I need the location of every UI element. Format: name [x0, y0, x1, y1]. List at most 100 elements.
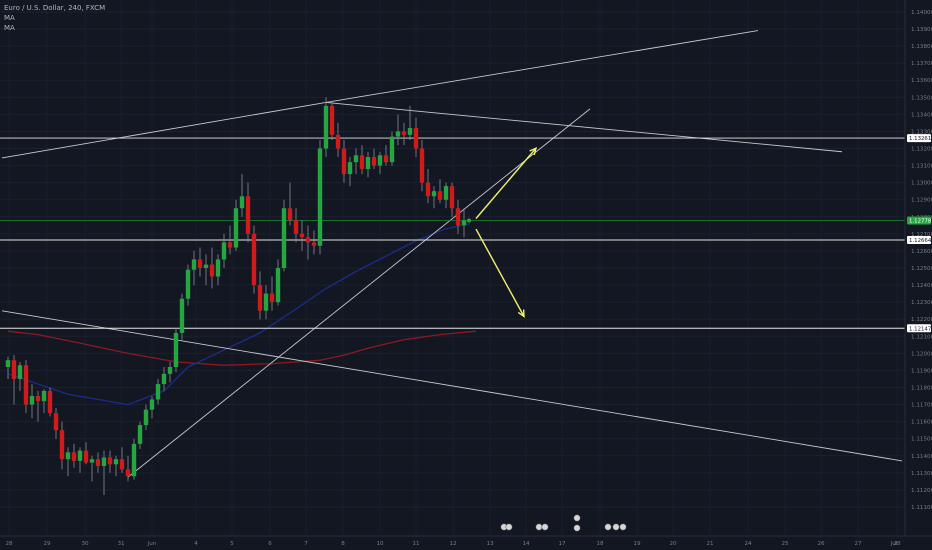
price-tick-label: 1.11700	[911, 403, 932, 409]
moving-averages	[7, 222, 477, 406]
time-tick-label: 19	[633, 541, 641, 547]
candle-body	[281, 208, 287, 268]
price-badge[interactable]	[907, 236, 931, 245]
candle-body	[341, 148, 347, 175]
price-tick-label: 1.13000	[911, 181, 932, 187]
price-tick-label: 1.13100	[911, 164, 932, 170]
candle-body	[395, 131, 401, 137]
candle-body	[5, 360, 11, 368]
time-tick-label: 6	[268, 541, 272, 547]
projection-arrow-head[interactable]	[529, 146, 538, 156]
candle-body	[257, 285, 263, 311]
candle-body	[149, 399, 155, 410]
candle-body	[95, 459, 101, 467]
price-badge-label: 1.12664	[909, 238, 932, 244]
event-marker-icon[interactable]	[619, 523, 627, 531]
candle-body	[455, 208, 461, 226]
time-tick-label: 24	[744, 541, 752, 547]
time-axis[interactable]: 28 29 30 31 Jun 4 5 6 7 8 10 11 12 13 14 17 18 19 20 21 24 25…	[0, 514, 932, 547]
trendline[interactable]	[1, 101, 327, 159]
candle-body	[83, 450, 89, 463]
price-tick-label: 1.11500	[911, 437, 932, 443]
candle-body	[449, 186, 455, 209]
price-tick-label: 1.13800	[911, 44, 932, 50]
projection-arrows[interactable]	[475, 146, 538, 318]
current-price-dot	[467, 218, 471, 223]
event-marker-icon[interactable]	[573, 514, 581, 522]
event-marker-icon[interactable]	[573, 524, 581, 532]
trendline[interactable]	[1, 310, 903, 462]
candles	[5, 97, 471, 496]
candle-body	[359, 155, 365, 169]
trendline[interactable]	[325, 101, 843, 153]
candle-body	[203, 264, 209, 268]
time-tick-label: 14	[522, 541, 530, 547]
candle-body	[47, 390, 53, 414]
price-tick-label: 1.12900	[911, 198, 932, 204]
candle-body	[323, 105, 329, 149]
candle-body	[29, 396, 35, 405]
price-badge[interactable]	[907, 134, 931, 143]
candle-body	[353, 155, 359, 163]
ma-slow-line	[7, 330, 477, 366]
ma-indicator-2[interactable]: MA	[4, 24, 15, 32]
candle-body	[233, 208, 239, 248]
candle-body	[371, 157, 377, 166]
event-marker-icon[interactable]	[612, 523, 620, 531]
trendline[interactable]	[127, 108, 591, 478]
ma-indicator-1[interactable]: MA	[4, 14, 15, 22]
candle-body	[443, 186, 449, 200]
price-tick-label: 1.11400	[911, 454, 932, 460]
event-marker-icon[interactable]	[541, 523, 549, 531]
candle-body	[35, 396, 41, 402]
time-tick-label: 31	[117, 541, 125, 547]
price-badge[interactable]	[907, 216, 931, 225]
price-axis[interactable]: 1.14000 1.13900 1.13800 1.13700 1.13600 1.135…	[904, 0, 932, 550]
horizontal-levels[interactable]	[0, 137, 905, 329]
price-tick-label: 1.12700	[911, 232, 932, 238]
candle-body	[431, 191, 437, 197]
time-tick-label: 29	[43, 541, 51, 547]
price-tick-label: 1.12600	[911, 249, 932, 255]
trendlines[interactable]	[1, 30, 903, 478]
candle-body	[269, 293, 275, 303]
projection-arrow-shaft[interactable]	[475, 228, 525, 317]
price-badge[interactable]	[907, 324, 931, 333]
event-marker-icon[interactable]	[505, 523, 513, 531]
projection-arrow-shaft[interactable]	[475, 147, 537, 219]
price-tick-label: 1.11900	[911, 368, 932, 374]
time-tick-label: 18	[596, 541, 604, 547]
candle-body	[407, 128, 413, 135]
candle-body	[23, 365, 29, 405]
candle-body	[461, 220, 467, 226]
candle-body	[167, 367, 173, 374]
candle-body	[425, 182, 431, 197]
candle-body	[89, 459, 95, 463]
projection-arrow-head[interactable]	[517, 309, 525, 318]
price-tick-label: 1.13500	[911, 95, 932, 101]
event-marker-icon[interactable]	[535, 523, 543, 531]
candle-body	[383, 155, 389, 163]
candle-body	[131, 443, 137, 477]
price-tick-label: 1.11300	[911, 471, 932, 477]
time-tick-label: 11	[412, 541, 420, 547]
candle-body	[41, 390, 47, 402]
price-badge-label: 1.13261	[909, 136, 931, 142]
candle-body	[107, 457, 113, 465]
time-tick-label: 27	[854, 541, 862, 547]
candle-body	[263, 293, 269, 311]
trendline[interactable]	[325, 30, 759, 103]
candle-body	[419, 148, 425, 183]
candle-body	[65, 452, 71, 460]
candle-body	[239, 196, 245, 209]
event-marker-icon[interactable]	[604, 523, 612, 531]
time-tick-label: Jul	[890, 541, 898, 547]
candle-body	[287, 208, 293, 221]
time-tick-label: 26	[817, 541, 825, 547]
ma-fast-line	[7, 222, 471, 406]
time-tick-label: Jun	[147, 541, 157, 547]
candle-body	[317, 148, 323, 246]
candle-body	[101, 457, 107, 467]
